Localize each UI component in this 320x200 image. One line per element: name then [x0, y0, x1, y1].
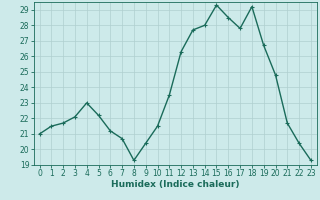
X-axis label: Humidex (Indice chaleur): Humidex (Indice chaleur) — [111, 180, 239, 189]
